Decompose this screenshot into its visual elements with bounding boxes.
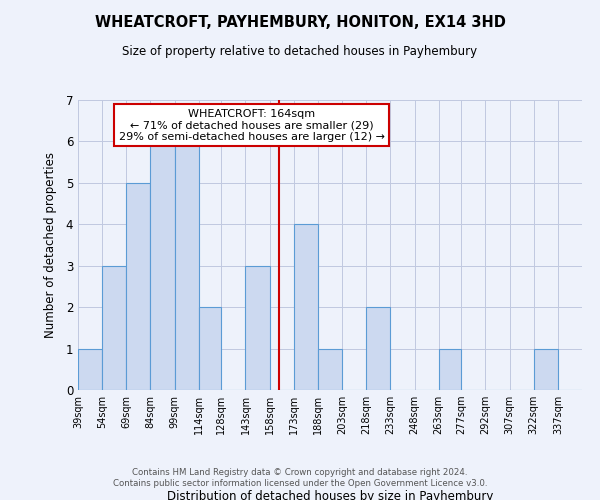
Text: WHEATCROFT, PAYHEMBURY, HONITON, EX14 3HD: WHEATCROFT, PAYHEMBURY, HONITON, EX14 3H… [95,15,505,30]
Bar [78,348,102,390]
Bar [245,266,269,390]
Bar [533,348,558,390]
Bar [175,142,199,390]
Text: Size of property relative to detached houses in Payhembury: Size of property relative to detached ho… [122,45,478,58]
Bar [439,348,461,390]
Bar [318,348,342,390]
Text: WHEATCROFT: 164sqm
← 71% of detached houses are smaller (29)
29% of semi-detache: WHEATCROFT: 164sqm ← 71% of detached hou… [119,108,385,142]
Y-axis label: Number of detached properties: Number of detached properties [44,152,58,338]
Text: Contains HM Land Registry data © Crown copyright and database right 2024.
Contai: Contains HM Land Registry data © Crown c… [113,468,487,487]
Bar [294,224,318,390]
Bar [151,142,175,390]
X-axis label: Distribution of detached houses by size in Payhembury: Distribution of detached houses by size … [167,490,493,500]
Bar [199,307,221,390]
Bar [102,266,127,390]
Bar [127,183,151,390]
Bar [366,307,391,390]
